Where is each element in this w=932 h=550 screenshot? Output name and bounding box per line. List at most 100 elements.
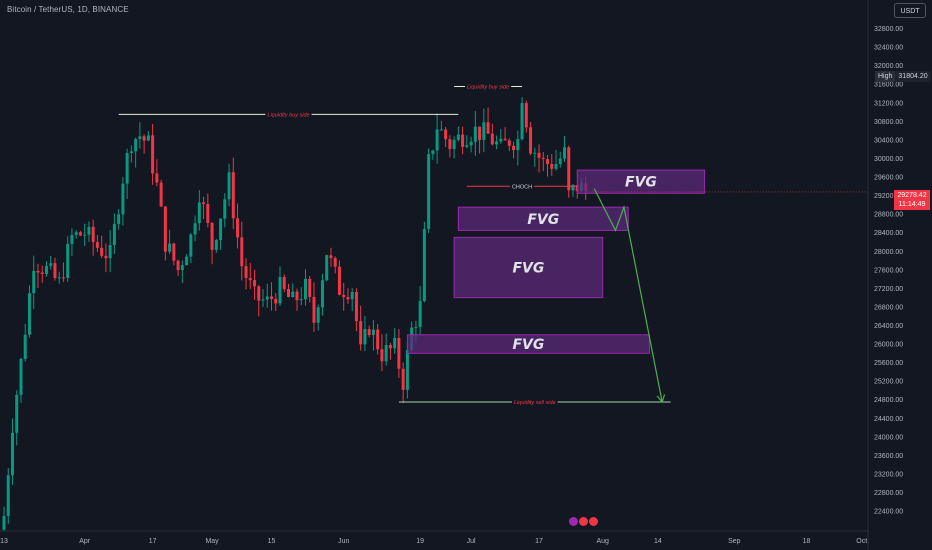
candle bbox=[70, 228, 74, 257]
candle bbox=[274, 292, 278, 311]
earnings-event-icon[interactable] bbox=[579, 517, 588, 526]
candle bbox=[83, 223, 87, 246]
candle bbox=[265, 283, 269, 308]
candle bbox=[308, 276, 312, 303]
candle bbox=[223, 193, 227, 228]
candle bbox=[87, 221, 91, 242]
candle bbox=[104, 243, 108, 273]
candle bbox=[303, 269, 307, 306]
candle bbox=[529, 121, 533, 156]
candle bbox=[546, 155, 550, 177]
candle bbox=[316, 304, 320, 331]
candle bbox=[15, 390, 19, 446]
candle bbox=[27, 285, 31, 338]
price-tick-label: 32000.00 bbox=[874, 63, 903, 70]
time-tick-label: Oct bbox=[856, 538, 867, 545]
price-axis[interactable]: 22400.00 22800.00 23200.00 23600.00 24000.00… bbox=[874, 26, 903, 516]
lightning-event-icon[interactable] bbox=[569, 517, 578, 526]
level-line-label: Liquidity buy side bbox=[267, 112, 309, 118]
candle bbox=[431, 149, 435, 160]
high-value: 31804.20 bbox=[895, 71, 931, 82]
price-tick-label: 28400.00 bbox=[874, 230, 903, 237]
candle bbox=[376, 323, 380, 355]
candle bbox=[197, 190, 201, 231]
fvg-zone-label: FVG bbox=[512, 337, 544, 353]
candle bbox=[95, 234, 99, 253]
symbol-title: Bitcoin / TetherUS, 1D, BINANCE bbox=[7, 5, 129, 14]
event-markers[interactable] bbox=[569, 517, 598, 526]
candle bbox=[10, 418, 14, 485]
price-tick-label: 27200.00 bbox=[874, 286, 903, 293]
candle bbox=[486, 107, 490, 134]
currency-button[interactable]: USDT bbox=[894, 3, 926, 18]
time-tick-label: 19 bbox=[416, 538, 424, 545]
candle bbox=[346, 288, 350, 304]
candle bbox=[287, 283, 291, 298]
candle bbox=[320, 273, 324, 316]
candle bbox=[206, 193, 210, 228]
price-tick-label: 22800.00 bbox=[874, 490, 903, 497]
candle bbox=[253, 269, 257, 300]
candle bbox=[567, 145, 571, 198]
price-tick-label: 31600.00 bbox=[874, 82, 903, 89]
candle bbox=[185, 253, 189, 266]
price-tick-label: 29200.00 bbox=[874, 193, 903, 200]
candle bbox=[333, 256, 337, 274]
price-tick-label: 30400.00 bbox=[874, 137, 903, 144]
candle bbox=[202, 196, 206, 220]
time-tick-label: Apr bbox=[79, 538, 91, 545]
candle bbox=[299, 287, 303, 306]
fvg-zone[interactable] bbox=[576, 169, 706, 194]
price-tick-label: 26400.00 bbox=[874, 323, 903, 330]
news-event-icon[interactable] bbox=[589, 517, 598, 526]
candle bbox=[520, 97, 524, 141]
candle bbox=[359, 305, 363, 351]
time-tick-label: 15 bbox=[268, 538, 276, 545]
fvg-zone[interactable] bbox=[457, 206, 629, 231]
candle bbox=[325, 254, 329, 282]
price-tick-label: 23200.00 bbox=[874, 471, 903, 478]
candle bbox=[53, 257, 57, 281]
candle bbox=[117, 209, 121, 230]
candle bbox=[367, 325, 371, 338]
fvg-zone[interactable] bbox=[406, 334, 650, 354]
time-tick-label: 13 bbox=[0, 538, 8, 545]
candle bbox=[533, 147, 537, 167]
time-tick-label: Jun bbox=[338, 538, 349, 545]
time-tick-label: 14 bbox=[654, 538, 662, 545]
level-label-background bbox=[464, 84, 512, 92]
candle bbox=[312, 282, 316, 333]
candle bbox=[270, 282, 274, 311]
price-tick-label: 22400.00 bbox=[874, 509, 903, 516]
projection-path[interactable] bbox=[593, 188, 663, 403]
fvg-zone-label: FVG bbox=[512, 261, 544, 277]
candle bbox=[503, 127, 507, 141]
candle bbox=[180, 260, 184, 283]
level-label-background bbox=[511, 399, 558, 407]
candle bbox=[32, 255, 36, 309]
candle bbox=[214, 238, 218, 253]
price-tick-label: 28000.00 bbox=[874, 249, 903, 256]
time-axis[interactable]: 13 Apr 17 May 15 Jun 19 Jul 17 Aug 14 Sep 18 Oct bbox=[0, 538, 867, 545]
candle bbox=[248, 263, 252, 290]
candle bbox=[257, 285, 261, 317]
candle bbox=[524, 100, 528, 133]
candle bbox=[422, 221, 426, 303]
candle bbox=[108, 229, 112, 273]
candle bbox=[550, 153, 554, 176]
level-label-background bbox=[509, 183, 535, 191]
candle bbox=[61, 262, 65, 282]
price-tick-label: 24000.00 bbox=[874, 434, 903, 441]
fvg-zone[interactable] bbox=[453, 236, 604, 299]
candle bbox=[23, 323, 27, 362]
price-tick-label: 32800.00 bbox=[874, 26, 903, 33]
candle bbox=[189, 233, 193, 264]
candles-layer bbox=[2, 97, 588, 532]
candle bbox=[261, 288, 265, 307]
candle bbox=[418, 286, 422, 335]
candle bbox=[444, 126, 448, 148]
candle bbox=[397, 328, 401, 378]
price-tick-label: 26000.00 bbox=[874, 342, 903, 349]
candle bbox=[2, 506, 6, 532]
